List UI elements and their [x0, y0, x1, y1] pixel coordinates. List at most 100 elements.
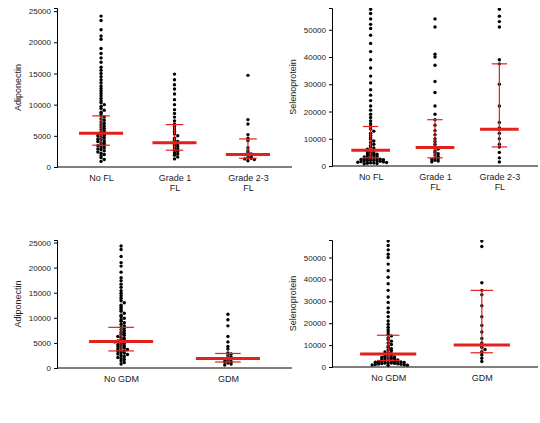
x-tick-label: No FL	[89, 173, 114, 183]
y-tick-mark	[54, 318, 57, 319]
data-point	[406, 363, 409, 366]
error-cap-low	[108, 350, 134, 351]
data-point	[103, 136, 106, 139]
y-axis: 01000020000300004000050000	[304, 241, 333, 373]
data-point	[433, 80, 436, 83]
data-point	[123, 321, 126, 324]
data-point	[396, 362, 399, 365]
data-point	[99, 34, 102, 37]
y-tick-label: 30000	[304, 80, 327, 89]
error-cap-high	[108, 327, 134, 328]
data-point	[498, 14, 501, 17]
data-point	[226, 347, 229, 350]
data-point	[433, 113, 436, 116]
x-tick-label: Grade 2-3FL	[480, 172, 521, 192]
data-point	[103, 103, 106, 106]
data-point	[386, 295, 389, 298]
y-tick: 25000	[29, 7, 57, 16]
y-tick: 25000	[29, 239, 57, 248]
y-tick-label: 10000	[29, 101, 52, 110]
y-tick: 30000	[304, 297, 332, 306]
data-point	[226, 324, 229, 327]
data-point	[229, 362, 232, 365]
median-line	[454, 344, 510, 347]
data-point	[246, 122, 249, 125]
data-point	[386, 311, 389, 314]
data-point	[430, 160, 433, 163]
data-point	[369, 12, 372, 15]
x-axis: No GDMGDM	[332, 367, 538, 383]
error-cap-low	[377, 360, 399, 361]
error-cap-high	[427, 119, 442, 120]
data-point	[123, 334, 126, 337]
data-point	[386, 315, 389, 318]
data-point	[99, 56, 102, 59]
data-point	[176, 155, 179, 158]
data-point	[369, 113, 372, 116]
data-point	[480, 360, 483, 363]
error-cap-low	[363, 157, 378, 158]
y-axis-title: Adiponectin	[13, 280, 23, 327]
data-point	[433, 104, 436, 107]
y-tick-label: 15000	[29, 70, 52, 79]
data-point	[370, 363, 373, 366]
data-point	[99, 61, 102, 64]
data-point	[123, 317, 126, 320]
data-point	[369, 93, 372, 96]
y-tick: 50000	[304, 254, 332, 263]
data-point	[246, 118, 249, 121]
y-axis: 0500010000150002000025000	[29, 7, 58, 172]
y-tick: 20000	[29, 38, 57, 47]
y-tick-mark	[329, 30, 332, 31]
data-point	[386, 276, 389, 279]
data-point	[498, 156, 501, 159]
error-bar	[100, 116, 101, 145]
y-tick: 0	[322, 162, 332, 171]
x-tick: GDM	[218, 368, 239, 384]
data-point	[498, 25, 501, 28]
median-line	[196, 357, 260, 360]
data-point	[369, 116, 372, 119]
data-point	[246, 133, 249, 136]
data-point	[382, 160, 385, 163]
x-tick-label: No GDM	[104, 374, 139, 384]
data-point	[123, 361, 126, 364]
data-point	[99, 28, 102, 31]
data-point	[103, 153, 106, 156]
x-tick: GDM	[472, 367, 493, 383]
data-point	[99, 72, 102, 75]
data-point	[385, 161, 388, 164]
data-point	[173, 112, 176, 115]
y-tick-label: 15000	[29, 289, 52, 298]
data-point	[173, 98, 176, 101]
data-point	[498, 20, 501, 23]
data-point	[433, 159, 436, 162]
data-point	[498, 151, 501, 154]
error-cap-high	[377, 335, 399, 336]
median-line	[89, 340, 153, 343]
data-point	[356, 160, 359, 163]
data-point	[173, 115, 176, 118]
data-point	[119, 285, 122, 288]
data-point	[433, 25, 436, 28]
data-point	[99, 78, 102, 81]
error-bar	[499, 64, 500, 147]
x-tick: Grade 1FL	[159, 167, 192, 193]
data-point	[119, 315, 122, 318]
y-tick-label: 50000	[304, 26, 327, 35]
median-line	[351, 149, 390, 152]
data-point	[99, 81, 102, 84]
y-tick: 10000	[29, 101, 57, 110]
plot-area	[351, 8, 518, 166]
data-point	[123, 355, 126, 358]
data-point	[123, 346, 126, 349]
x-tick-label: Grade 1FL	[419, 172, 452, 192]
data-point	[103, 146, 106, 149]
data-point	[226, 340, 229, 343]
data-point	[369, 99, 372, 102]
y-tick-label: 10000	[29, 314, 52, 323]
median-line	[79, 132, 123, 135]
error-cap-high	[92, 115, 110, 116]
data-point	[173, 108, 176, 111]
y-tick-mark	[329, 279, 332, 280]
